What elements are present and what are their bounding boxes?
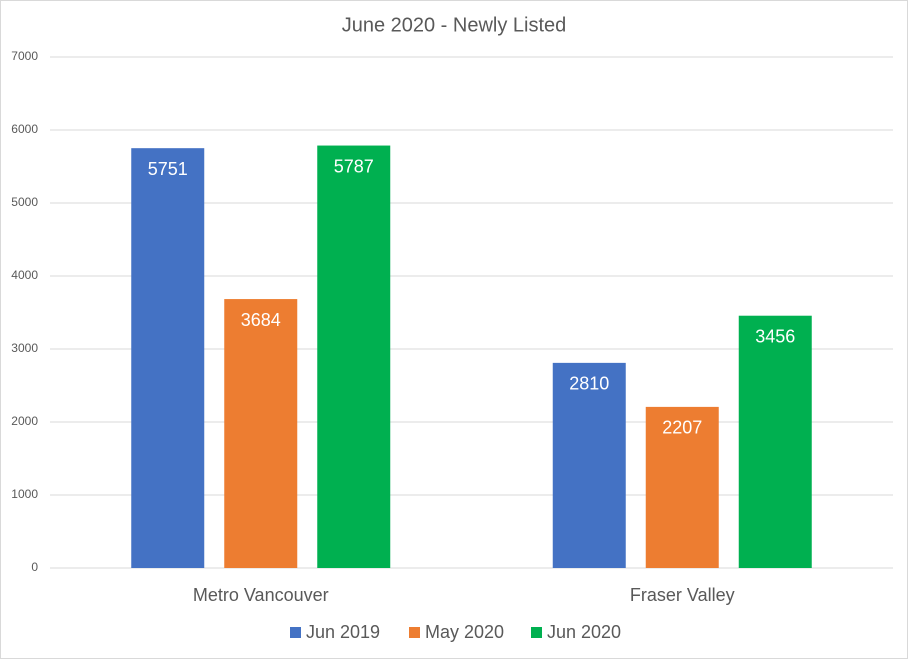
- x-tick-label: Fraser Valley: [630, 585, 735, 605]
- bar: [738, 315, 812, 568]
- value-label: 2207: [662, 418, 702, 438]
- y-tick-label: 2000: [11, 414, 38, 428]
- legend-swatch: [409, 627, 420, 638]
- chart-title: June 2020 - Newly Listed: [342, 14, 567, 36]
- y-tick-label: 6000: [11, 122, 38, 136]
- y-tick-label: 0: [31, 560, 38, 574]
- legend-swatch: [531, 627, 542, 638]
- y-tick-label: 7000: [11, 49, 38, 63]
- legend-label: Jun 2019: [306, 622, 380, 642]
- bar: [317, 145, 391, 568]
- y-tick-label: 5000: [11, 195, 38, 209]
- legend-label: Jun 2020: [547, 622, 621, 642]
- value-label: 3456: [755, 326, 795, 346]
- bar: [131, 148, 205, 568]
- bar: [552, 362, 626, 568]
- value-label: 3684: [241, 310, 281, 330]
- value-label: 5787: [334, 156, 374, 176]
- legend-label: May 2020: [425, 622, 504, 642]
- x-tick-label: Metro Vancouver: [193, 585, 329, 605]
- bar: [645, 406, 719, 568]
- bar: [224, 299, 298, 568]
- value-label: 2810: [569, 374, 609, 394]
- y-tick-label: 3000: [11, 341, 38, 355]
- value-label: 5751: [148, 159, 188, 179]
- y-tick-label: 1000: [11, 487, 38, 501]
- y-tick-label: 4000: [11, 268, 38, 282]
- legend-swatch: [290, 627, 301, 638]
